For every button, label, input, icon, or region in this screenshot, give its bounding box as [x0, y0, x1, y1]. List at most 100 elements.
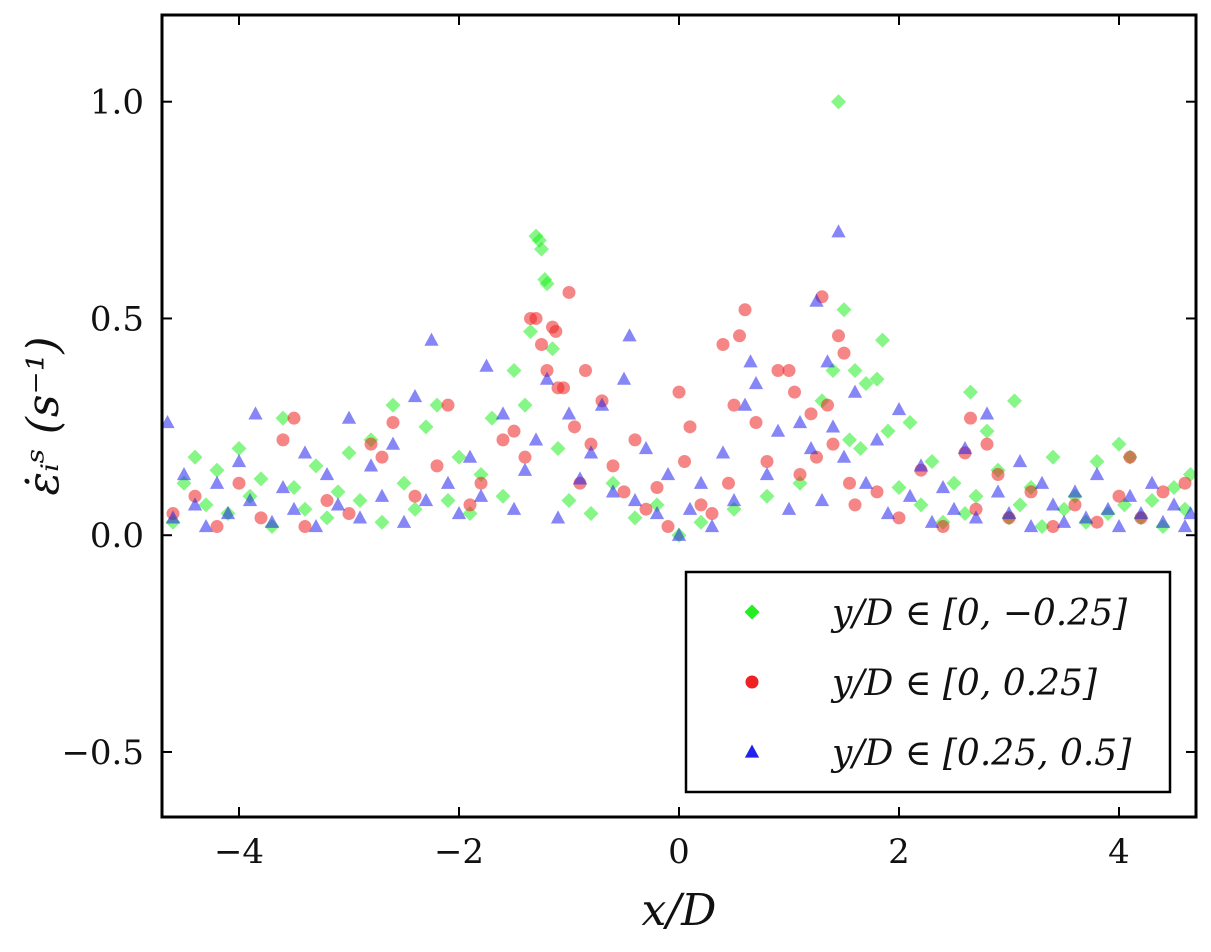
axis-ticks: −4 −2 0 2 4 −0.5 0.0 0.5 1.0	[61, 15, 1196, 872]
data-point-diamond	[523, 323, 538, 339]
data-point-circle	[843, 476, 856, 490]
data-point-circle	[606, 459, 620, 473]
data-point-diamond	[319, 510, 335, 526]
data-point-triangle	[187, 497, 203, 511]
data-point-diamond	[407, 501, 423, 517]
data-point-diamond	[875, 332, 890, 348]
data-point-triangle	[1155, 514, 1171, 528]
data-point-diamond	[869, 371, 885, 387]
data-point-diamond	[946, 475, 962, 491]
data-point-circle	[749, 416, 763, 430]
data-point-triangle	[1089, 467, 1105, 481]
data-point-triangle	[946, 501, 962, 515]
data-point-triangle	[528, 432, 544, 446]
data-point-circle	[232, 476, 246, 490]
x-tick-label: −2	[434, 832, 484, 872]
y-axis-label: ε̇ᵢˢ (s⁻¹)	[18, 336, 69, 495]
data-point-triangle	[385, 436, 401, 450]
data-point-circle	[683, 420, 697, 434]
data-point-circle	[1123, 450, 1137, 464]
data-point-triangle	[1177, 519, 1193, 533]
data-point-circle	[276, 433, 290, 447]
data-point-diamond	[963, 384, 978, 400]
data-point-triangle	[627, 493, 643, 507]
data-point-triangle	[330, 497, 346, 511]
data-point-circle	[722, 476, 735, 490]
legend: y/D ∈ [0, −0.25] y/D ∈ [0, 0.25] y/D ∈ [0.…	[684, 570, 1172, 794]
data-point-circle	[287, 411, 301, 425]
data-point-diamond	[429, 397, 445, 413]
data-point-circle	[568, 420, 581, 434]
data-point-circle	[788, 385, 801, 399]
data-point-triangle	[1100, 501, 1116, 515]
data-point-diamond	[913, 497, 929, 513]
data-point-circle	[760, 455, 774, 469]
data-point-circle	[254, 511, 268, 525]
data-point-circle	[375, 450, 389, 464]
data-point-diamond	[1111, 436, 1127, 452]
data-point-diamond	[550, 441, 566, 457]
data-point-diamond	[561, 493, 577, 509]
data-point-diamond	[693, 514, 709, 530]
data-point-triangle	[622, 328, 637, 342]
data-point-circle	[529, 311, 543, 325]
data-point-triangle	[424, 332, 439, 346]
data-point-triangle	[1045, 497, 1061, 511]
data-point-circle	[584, 437, 598, 451]
data-point-triangle	[869, 432, 885, 446]
data-point-circle	[738, 303, 752, 317]
data-point-triangle	[462, 449, 478, 463]
data-point-triangle	[770, 423, 786, 437]
data-point-circle	[1090, 515, 1104, 529]
data-point-diamond	[979, 423, 995, 439]
data-point-triangle	[781, 501, 797, 515]
data-point-triangle	[550, 510, 566, 524]
data-point-diamond	[341, 445, 357, 461]
data-point-circle	[716, 337, 730, 351]
data-point-triangle	[517, 462, 533, 476]
data-point-triangle	[924, 514, 940, 528]
data-point-triangle	[979, 406, 995, 420]
data-point-circle	[661, 520, 675, 534]
data-point-circle	[964, 411, 977, 425]
legend-box	[684, 570, 1172, 794]
data-point-circle	[549, 324, 563, 338]
data-point-circle	[535, 337, 548, 351]
data-point-diamond	[1056, 501, 1072, 517]
data-point-triangle	[616, 371, 632, 385]
data-point-triangle	[572, 471, 588, 485]
data-point-diamond	[396, 475, 412, 491]
data-point-diamond	[352, 493, 368, 509]
data-point-triangle	[352, 510, 368, 524]
data-point-circle	[496, 433, 510, 447]
data-point-circle	[639, 502, 653, 516]
data-point-triangle	[605, 484, 621, 498]
data-point-triangle	[704, 519, 720, 533]
data-point-diamond	[605, 475, 621, 491]
data-point-triangle	[1023, 519, 1039, 533]
data-point-diamond	[880, 423, 896, 439]
data-point-circle	[650, 481, 664, 495]
data-point-triangle	[803, 441, 819, 455]
data-point-triangle	[682, 501, 698, 515]
data-point-triangle	[297, 445, 313, 459]
data-point-triangle	[1183, 506, 1198, 520]
data-point-triangle	[891, 401, 907, 416]
legend-marker-triangle	[744, 744, 760, 758]
data-point-triangle	[506, 501, 522, 515]
x-axis-label: x/D	[642, 885, 717, 936]
data-point-diamond	[517, 397, 533, 413]
x-tick-label: −4	[214, 832, 264, 872]
data-point-circle	[793, 468, 807, 482]
data-point-diamond	[495, 488, 511, 504]
data-point-triangle	[968, 510, 984, 524]
data-point-triangle	[649, 506, 665, 520]
data-point-diamond	[853, 441, 868, 457]
data-point-diamond	[1089, 454, 1105, 470]
data-point-triangle	[451, 506, 467, 520]
data-point-diamond	[451, 449, 467, 465]
data-point-triangle	[715, 445, 731, 459]
data-point-triangle	[1012, 454, 1028, 468]
data-point-diamond	[858, 375, 874, 391]
data-point-circle	[628, 433, 642, 447]
